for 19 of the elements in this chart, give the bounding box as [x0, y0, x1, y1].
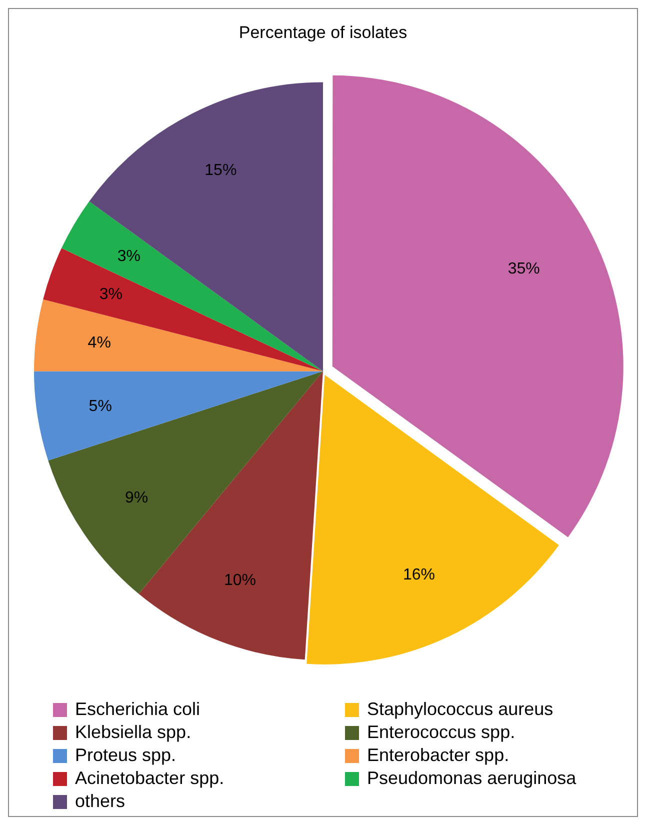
legend-label: Staphylococcus aureus: [367, 699, 554, 720]
data-label: 9%: [124, 489, 148, 506]
data-label: 5%: [88, 398, 112, 415]
legend-label: Pseudomonas aeruginosa: [367, 768, 576, 789]
data-label: 16%: [402, 566, 435, 584]
data-label: 10%: [224, 572, 256, 590]
legend-label: Escherichia coli: [75, 699, 200, 720]
legend-label: Klebsiella spp.: [75, 722, 192, 743]
data-label: 3%: [117, 248, 141, 265]
data-label: 3%: [99, 286, 122, 304]
legend-label: Acinetobacter spp.: [75, 768, 224, 789]
legend-label: Enterococcus spp.: [367, 722, 516, 743]
legend-label: Enterobacter spp.: [367, 745, 510, 766]
legend-label: Proteus spp.: [75, 745, 176, 766]
data-label: 35%: [508, 260, 540, 278]
chart-title: Percentage of isolates: [238, 22, 408, 42]
legend-label: others: [75, 791, 126, 812]
data-label: 15%: [204, 162, 237, 179]
data-label: 4%: [88, 334, 111, 352]
